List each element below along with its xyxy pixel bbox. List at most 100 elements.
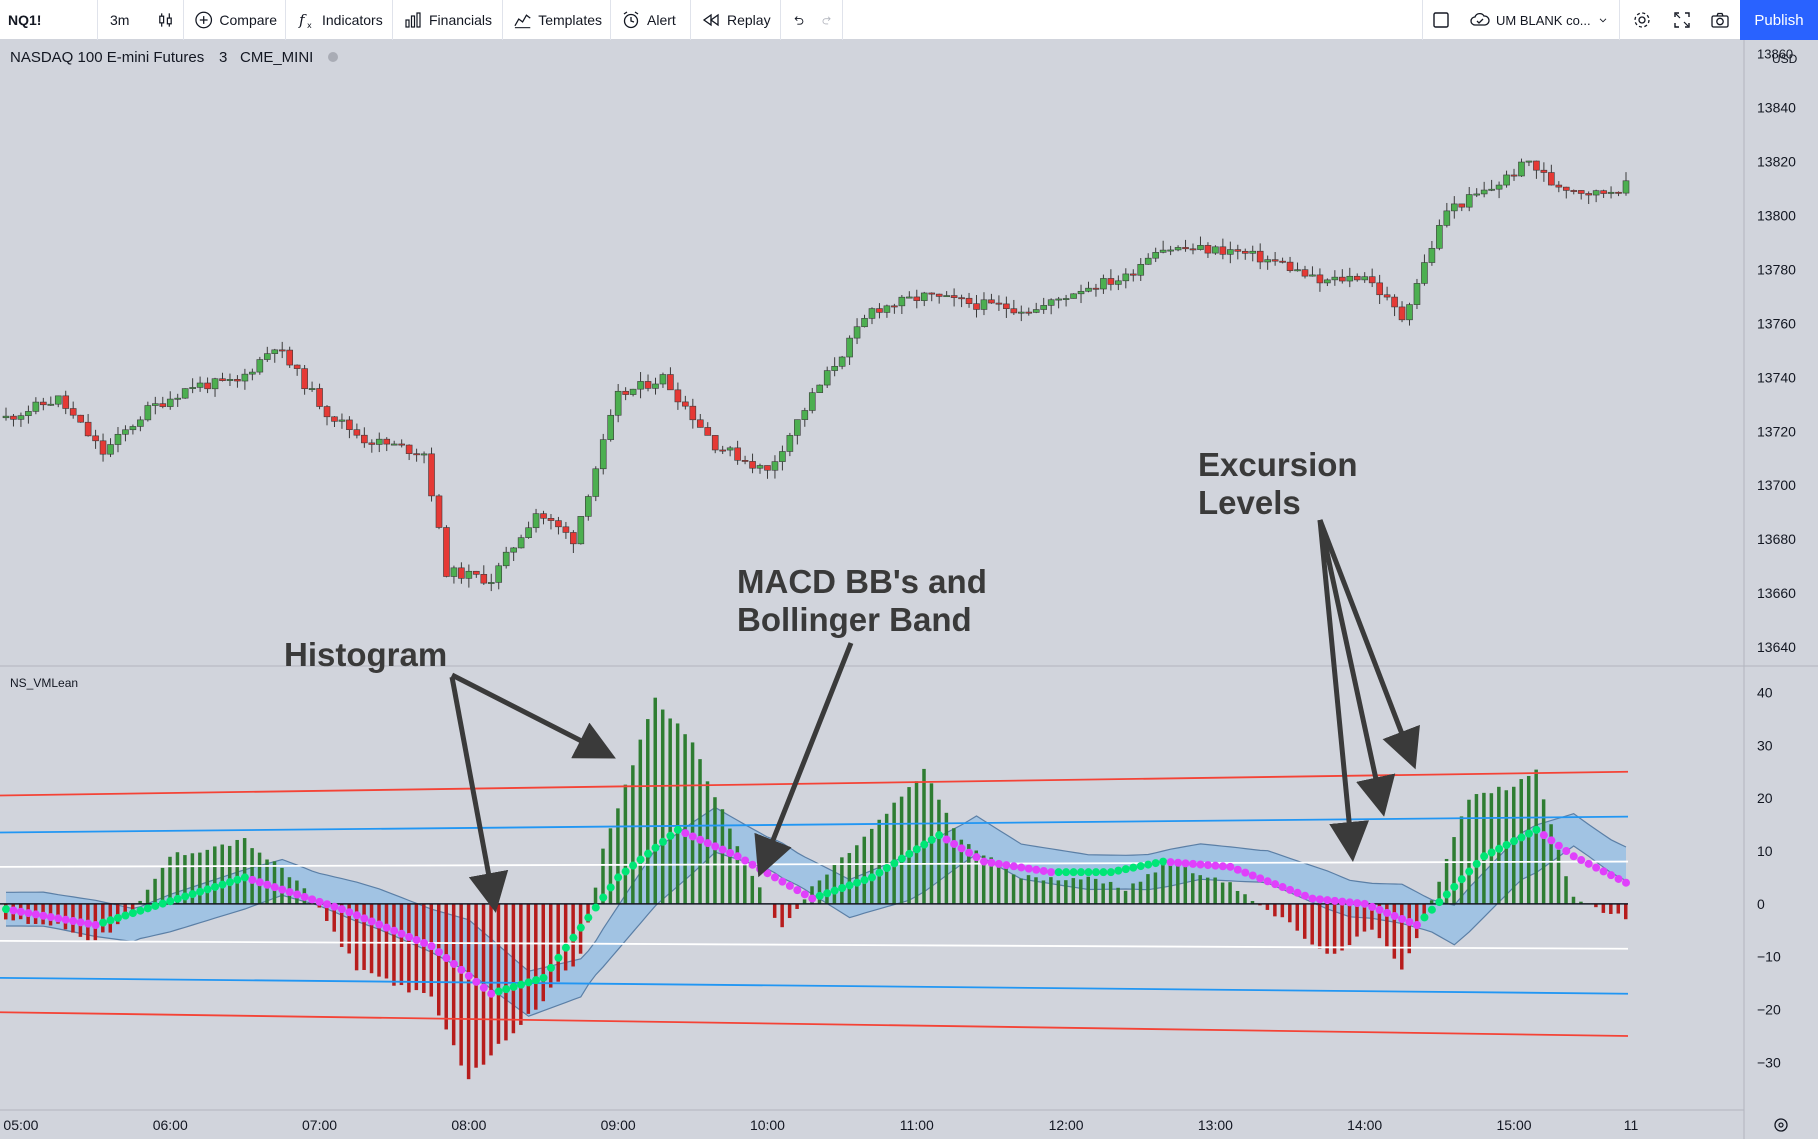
templates-button[interactable]: Templates [505,0,611,40]
macd-dot-up [136,906,145,915]
histogram-bar-up [1093,878,1098,904]
status-dot[interactable] [328,52,338,62]
chart-area[interactable]: NASDAQ 100 E-mini Futures 3 CME_MINI NS_… [0,40,1818,1139]
macd-dot-up [196,887,205,896]
candle-up [1607,191,1615,194]
histogram-bar-up [638,739,643,904]
fullscreen-button[interactable] [1662,0,1702,40]
macd-dot-down [1233,865,1242,874]
macd-dot-down [323,900,332,909]
candle-down [958,297,965,300]
price-tick-label: 13840 [1757,99,1796,115]
chart-style-button[interactable] [148,0,184,40]
indicator-name[interactable]: NS_VMLean [10,676,78,690]
macd-dot-down [1375,905,1384,914]
candle-up [375,438,383,445]
histogram-bar-up [1534,769,1538,904]
histogram-bar-down [1340,903,1344,951]
histogram-bar-down [541,903,546,1002]
histogram-bar-up [175,852,180,904]
candle-up [226,379,234,381]
histogram-bar-up [235,839,239,904]
candle-down [1316,274,1324,284]
macd-dot-down [1286,885,1295,894]
histogram-bar-up [952,828,956,904]
bollinger-upper-line [6,806,1627,972]
histogram-bar-up [1459,816,1464,904]
publish-button[interactable]: Publish [1740,0,1818,40]
indicator-tick-label: −20 [1757,1002,1781,1018]
histogram-bar-down [444,903,448,1030]
macd-dot-up [561,943,570,952]
candles-icon [159,13,172,27]
candle-down [413,453,420,456]
candle-up [1622,180,1630,194]
candle-down [40,401,47,406]
macd-dot-up [1435,898,1444,907]
time-tick-label: 08:00 [451,1117,486,1133]
select-layout-button[interactable] [1422,0,1460,40]
redo-button[interactable] [813,0,843,40]
macd-dot-down [696,835,705,844]
histogram-bar-up [967,844,971,904]
settings-button[interactable] [1622,0,1662,40]
candle-down [219,378,226,381]
replay-button[interactable]: Replay [693,0,781,40]
legend-exchange: CME_MINI [240,49,313,66]
histogram-bar-up [758,887,762,904]
compare-button[interactable]: Compare [186,0,286,40]
indicator-axis[interactable]: 40 30 20 10 0 −10 −20 −30 [1757,684,1781,1070]
candle-down [1353,275,1361,281]
macd-dot-down [711,842,720,851]
macd-dot-down [1218,862,1227,871]
excursion-level-blue_lower [0,976,1629,995]
histogram-bar-up [981,855,986,904]
macd-dot-up [584,913,593,922]
macd-dot-up [517,980,526,989]
time-axis[interactable]: 05:00 06:00 07:00 08:00 09:00 10:00 11:00 12:00… [3,1117,1638,1133]
undo-button[interactable] [783,0,813,40]
interval-button[interactable]: 3m [102,0,144,40]
histogram-bar-up [668,718,672,904]
layout-name-button[interactable]: UM BLANK co... [1462,0,1620,40]
macd-dot-down [942,835,951,844]
macd-dot-down [1577,856,1586,865]
histogram-bar-up [855,845,859,904]
financials-button[interactable]: Financials [395,0,503,40]
histogram-bar-up [743,863,747,904]
histogram-bar-down [1325,903,1329,954]
histogram-bar-down [101,903,105,933]
symbol-search-button[interactable]: NQ1! [0,0,98,40]
macd-dot-up [1159,857,1168,866]
price-axis[interactable]: 13860 USD 13840 13820 13800 13780 13760 13740… [1757,46,1798,655]
macd-dot-up [218,880,227,889]
histogram-bar-down [1377,903,1382,939]
macd-dot-up [651,843,660,852]
gear-center [1778,1122,1784,1128]
candle-up [390,443,398,446]
macd-dot-down [255,878,264,887]
histogram-bar-down [1280,903,1285,918]
snapshot-button[interactable] [1700,0,1740,40]
macd-dot-down [427,942,436,951]
macd-dot-down [688,832,697,841]
candle-down [540,513,547,519]
histogram-bar-up [631,765,635,904]
histogram-bar-up [959,839,964,904]
candle-down [876,308,883,313]
candle-down [696,419,704,428]
candle-down [1368,276,1376,284]
alert-button[interactable]: Alert [613,0,691,40]
fullscreen-icon [1674,12,1690,28]
candle-up [1055,298,1062,301]
candle-up [883,305,891,313]
macd-dot-up [173,894,182,903]
candle-up [129,426,137,431]
candle-up [420,453,428,456]
histogram-bar-up [138,900,142,904]
axis-settings-button[interactable] [1774,1118,1788,1132]
candle-up [1152,252,1159,259]
candle-up [1137,264,1145,276]
candle-down [323,406,331,418]
